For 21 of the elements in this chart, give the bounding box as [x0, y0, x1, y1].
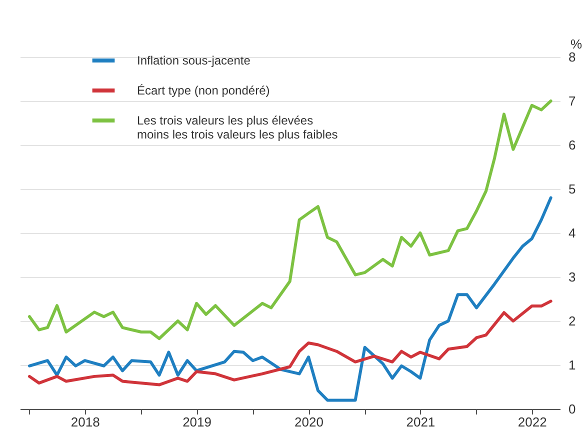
legend-label: Les trois valeurs les plus élevées moins les trois valeurs les plus faibles	[137, 114, 338, 142]
x-tick-label: 2018	[70, 414, 100, 430]
y-tick-label: 6	[568, 138, 576, 152]
y-tick-label: 4	[568, 226, 576, 240]
x-tick-label: 2022	[518, 414, 547, 430]
y-tick-label: 5	[568, 182, 576, 196]
y-axis-title: %	[570, 36, 582, 52]
y-tick-label: 2	[568, 314, 576, 328]
x-tick-label: 2021	[406, 414, 436, 430]
y-tick-label: 7	[568, 94, 576, 108]
legend-label: Écart type (non pondéré)	[137, 84, 270, 98]
y-tick-label: 1	[568, 358, 576, 372]
x-tick-label: 2020	[294, 414, 324, 430]
y-tick-label: 3	[568, 270, 576, 284]
x-tick-label: 2019	[182, 414, 212, 430]
y-tick-label: 8	[568, 50, 576, 64]
line-series	[28, 196, 552, 402]
line-series	[28, 100, 552, 340]
legend-label: Inflation sous-jacente	[137, 54, 251, 68]
y-tick-label: 0	[568, 402, 576, 416]
line-series	[28, 300, 552, 386]
